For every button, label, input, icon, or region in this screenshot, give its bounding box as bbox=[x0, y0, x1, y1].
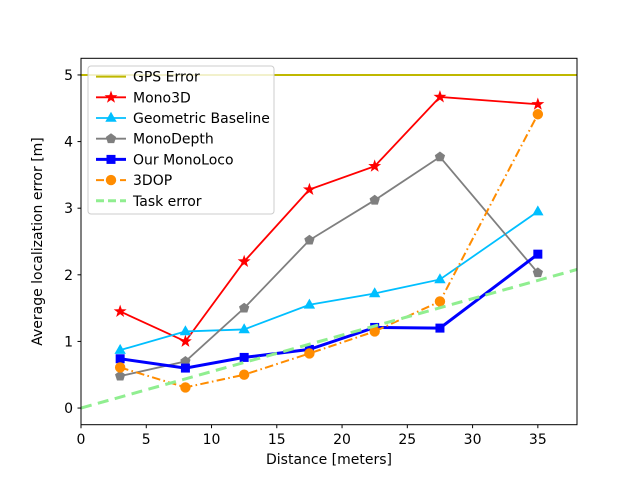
data-point-marker bbox=[304, 348, 315, 359]
y-tick-label: 1 bbox=[64, 334, 73, 350]
series-task-error bbox=[80, 268, 578, 410]
data-point-marker bbox=[435, 323, 445, 333]
legend-item-mono3d: Mono3D bbox=[96, 90, 191, 106]
x-tick-label: 30 bbox=[464, 432, 482, 448]
data-point-marker bbox=[239, 302, 250, 313]
data-point-marker bbox=[368, 287, 381, 298]
y-tick-label: 5 bbox=[64, 68, 73, 84]
data-point-marker bbox=[237, 254, 251, 267]
axes-ticks: 0 5 10 15 20 25 30 35 0 1 2 3 4 5 bbox=[64, 68, 547, 448]
series-mono3d bbox=[113, 90, 545, 347]
legend-item-task-error: Task error bbox=[96, 194, 202, 210]
series-line bbox=[119, 210, 539, 351]
data-point-marker bbox=[179, 325, 192, 336]
x-tick-label: 35 bbox=[529, 432, 547, 448]
y-axis-label: Average localization error [m] bbox=[30, 137, 46, 346]
data-point-marker bbox=[239, 352, 249, 362]
legend-item-gps-error: GPS Error bbox=[96, 70, 200, 86]
x-tick-label: 15 bbox=[268, 432, 286, 448]
data-point-marker bbox=[115, 370, 126, 381]
legend-sample-marker bbox=[105, 174, 117, 186]
data-point-marker bbox=[180, 356, 191, 366]
legend-label: Mono3D bbox=[133, 90, 191, 106]
series-line bbox=[80, 268, 578, 410]
data-point-marker bbox=[368, 159, 382, 172]
data-point-marker bbox=[302, 182, 316, 196]
x-tick-label: 5 bbox=[142, 432, 151, 448]
legend-item-3dop: 3DOP bbox=[96, 173, 172, 189]
series-our-monoloco bbox=[115, 249, 543, 373]
legend-sample-marker bbox=[106, 154, 116, 164]
legend: GPS Error Mono3D Geometric Baseline MonoDep… bbox=[87, 65, 275, 215]
x-axis-label: Distance [meters] bbox=[266, 452, 392, 468]
y-tick-label: 2 bbox=[64, 268, 73, 284]
data-point-marker bbox=[180, 382, 191, 393]
data-point-marker bbox=[532, 205, 544, 216]
data-point-marker bbox=[115, 354, 125, 364]
legend-label: Task error bbox=[132, 194, 202, 210]
data-point-marker bbox=[369, 326, 380, 337]
data-point-marker bbox=[238, 369, 250, 380]
series-monodepth bbox=[115, 151, 543, 381]
data-point-marker bbox=[532, 109, 544, 120]
data-point-marker bbox=[114, 362, 126, 373]
legend-label: GPS Error bbox=[133, 70, 200, 86]
series-3dop bbox=[114, 109, 544, 393]
legend-sample-marker bbox=[105, 111, 117, 122]
x-tick-label: 0 bbox=[77, 432, 86, 448]
data-point-marker bbox=[303, 298, 316, 309]
series-line bbox=[119, 252, 539, 370]
data-point-marker bbox=[532, 267, 543, 278]
x-tick-label: 10 bbox=[203, 432, 221, 448]
y-tick-label: 0 bbox=[64, 401, 73, 417]
data-point-marker bbox=[180, 363, 190, 373]
legend-box bbox=[87, 65, 275, 215]
legend-label: Our MonoLoco bbox=[133, 152, 234, 168]
legend-item-monodepth: MonoDepth bbox=[96, 132, 214, 148]
series-geometric-baseline bbox=[114, 205, 544, 354]
legend-sample-marker bbox=[104, 90, 118, 103]
legend-label: 3DOP bbox=[133, 173, 172, 189]
legend-label: Geometric Baseline bbox=[133, 111, 270, 127]
data-point-marker bbox=[531, 97, 545, 110]
data-point-marker bbox=[533, 249, 543, 259]
data-point-marker bbox=[114, 343, 126, 354]
plot-border bbox=[80, 57, 578, 426]
legend-item-our-monoloco: Our MonoLoco bbox=[96, 152, 234, 168]
legend-label: MonoDepth bbox=[133, 132, 214, 148]
y-tick-label: 4 bbox=[64, 135, 73, 151]
data-point-marker bbox=[178, 334, 192, 347]
legend-sample-marker bbox=[105, 133, 117, 144]
x-tick-label: 20 bbox=[333, 432, 351, 448]
data-point-marker bbox=[434, 151, 446, 162]
plot-series bbox=[80, 73, 578, 410]
data-point-marker bbox=[434, 296, 446, 307]
data-point-marker bbox=[434, 273, 446, 284]
data-point-marker bbox=[113, 304, 127, 317]
data-point-marker bbox=[433, 90, 447, 103]
data-point-marker bbox=[238, 323, 250, 334]
legend-item-geometric-baseline: Geometric Baseline bbox=[96, 111, 270, 127]
x-tick-label: 25 bbox=[398, 432, 416, 448]
y-tick-label: 3 bbox=[64, 201, 73, 217]
data-point-marker bbox=[304, 234, 315, 245]
data-point-marker bbox=[369, 194, 380, 205]
